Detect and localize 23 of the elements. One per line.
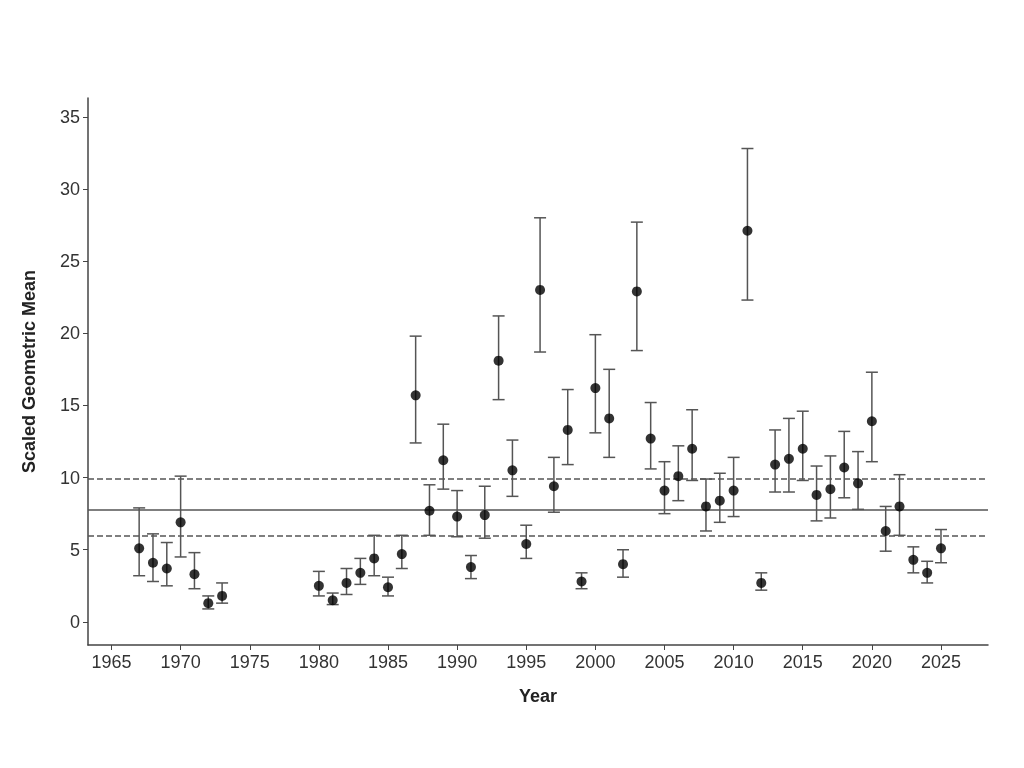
y-tick-label: 35 bbox=[59, 106, 80, 127]
x-tick-label: 1985 bbox=[367, 652, 409, 672]
x-tick-label: 1990 bbox=[437, 652, 478, 672]
x-tick-label: 2015 bbox=[782, 652, 823, 672]
x-tick-label: 1970 bbox=[160, 652, 201, 672]
x-tick-label: 1965 bbox=[91, 652, 132, 672]
y-tick-label: 10 bbox=[59, 467, 80, 488]
y-tick-label: 30 bbox=[59, 178, 80, 199]
y-tick-label: 25 bbox=[59, 251, 80, 272]
x-axis-title: Year bbox=[518, 686, 558, 706]
x-tick-label: 2010 bbox=[713, 652, 754, 672]
x-tick-label: 1975 bbox=[229, 652, 270, 672]
y-tick-label: 20 bbox=[59, 323, 80, 344]
y-tick-label: 15 bbox=[59, 395, 80, 416]
x-tick-label: 2020 bbox=[851, 652, 892, 672]
x-tick-label: 1980 bbox=[298, 652, 339, 672]
x-tick-label: 1995 bbox=[506, 652, 547, 672]
y-tick-label: 0 bbox=[69, 611, 80, 632]
x-tick-label: 2005 bbox=[644, 652, 685, 672]
y-tick-label: 5 bbox=[69, 539, 80, 560]
x-tick-label: 2025 bbox=[920, 652, 962, 672]
x-tick-label: 2000 bbox=[575, 652, 616, 672]
y-axis-title: Scaled Geometric Mean bbox=[19, 269, 39, 474]
